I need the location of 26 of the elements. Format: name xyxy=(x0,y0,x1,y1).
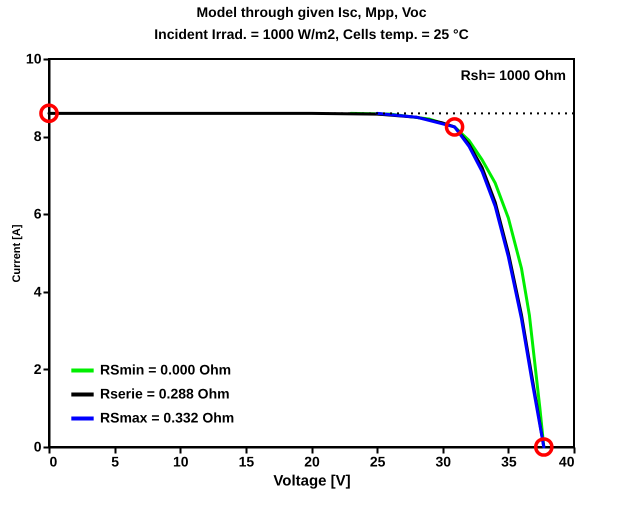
annotation: Rsh= 1000 Ohm xyxy=(460,67,566,83)
x-axis-title: Voltage [V] xyxy=(273,472,351,490)
legend-label: RSmax = 0.332 Ohm xyxy=(100,410,234,426)
x-tick-label: 25 xyxy=(370,454,386,470)
x-tick-label: 30 xyxy=(435,454,452,470)
point xyxy=(534,437,554,457)
x-tick-label: 15 xyxy=(238,454,254,470)
y-tick-label: 2 xyxy=(34,360,42,377)
x-tick-label: 10 xyxy=(172,454,189,470)
y-axis-title: Current [A] xyxy=(10,224,23,283)
y-tick-label: 6 xyxy=(34,206,42,222)
x-tick-label: 5 xyxy=(111,454,120,470)
point xyxy=(39,104,59,124)
y-tick-label: 8 xyxy=(34,128,42,144)
x-tick-label: 0 xyxy=(50,454,58,470)
chart-subtitle: Incident Irrad. = 1000 W/m2, Cells temp. = 25 °C xyxy=(154,26,469,42)
y-tick-label: 0 xyxy=(34,438,42,454)
x-tick-label: 40 xyxy=(558,454,575,470)
y-tick-label: 4 xyxy=(34,283,42,300)
legend-label: RSmin = 0.000 Ohm xyxy=(100,362,232,378)
x-tick-label: 35 xyxy=(501,454,517,470)
chart-title: Model through given Isc, Mpp, Voc xyxy=(196,4,427,20)
legend-label: Rserie = 0.288 Ohm xyxy=(100,386,230,402)
x-tick-label: 20 xyxy=(304,454,320,470)
y-tick-label: 10 xyxy=(26,50,42,66)
point xyxy=(444,117,464,137)
